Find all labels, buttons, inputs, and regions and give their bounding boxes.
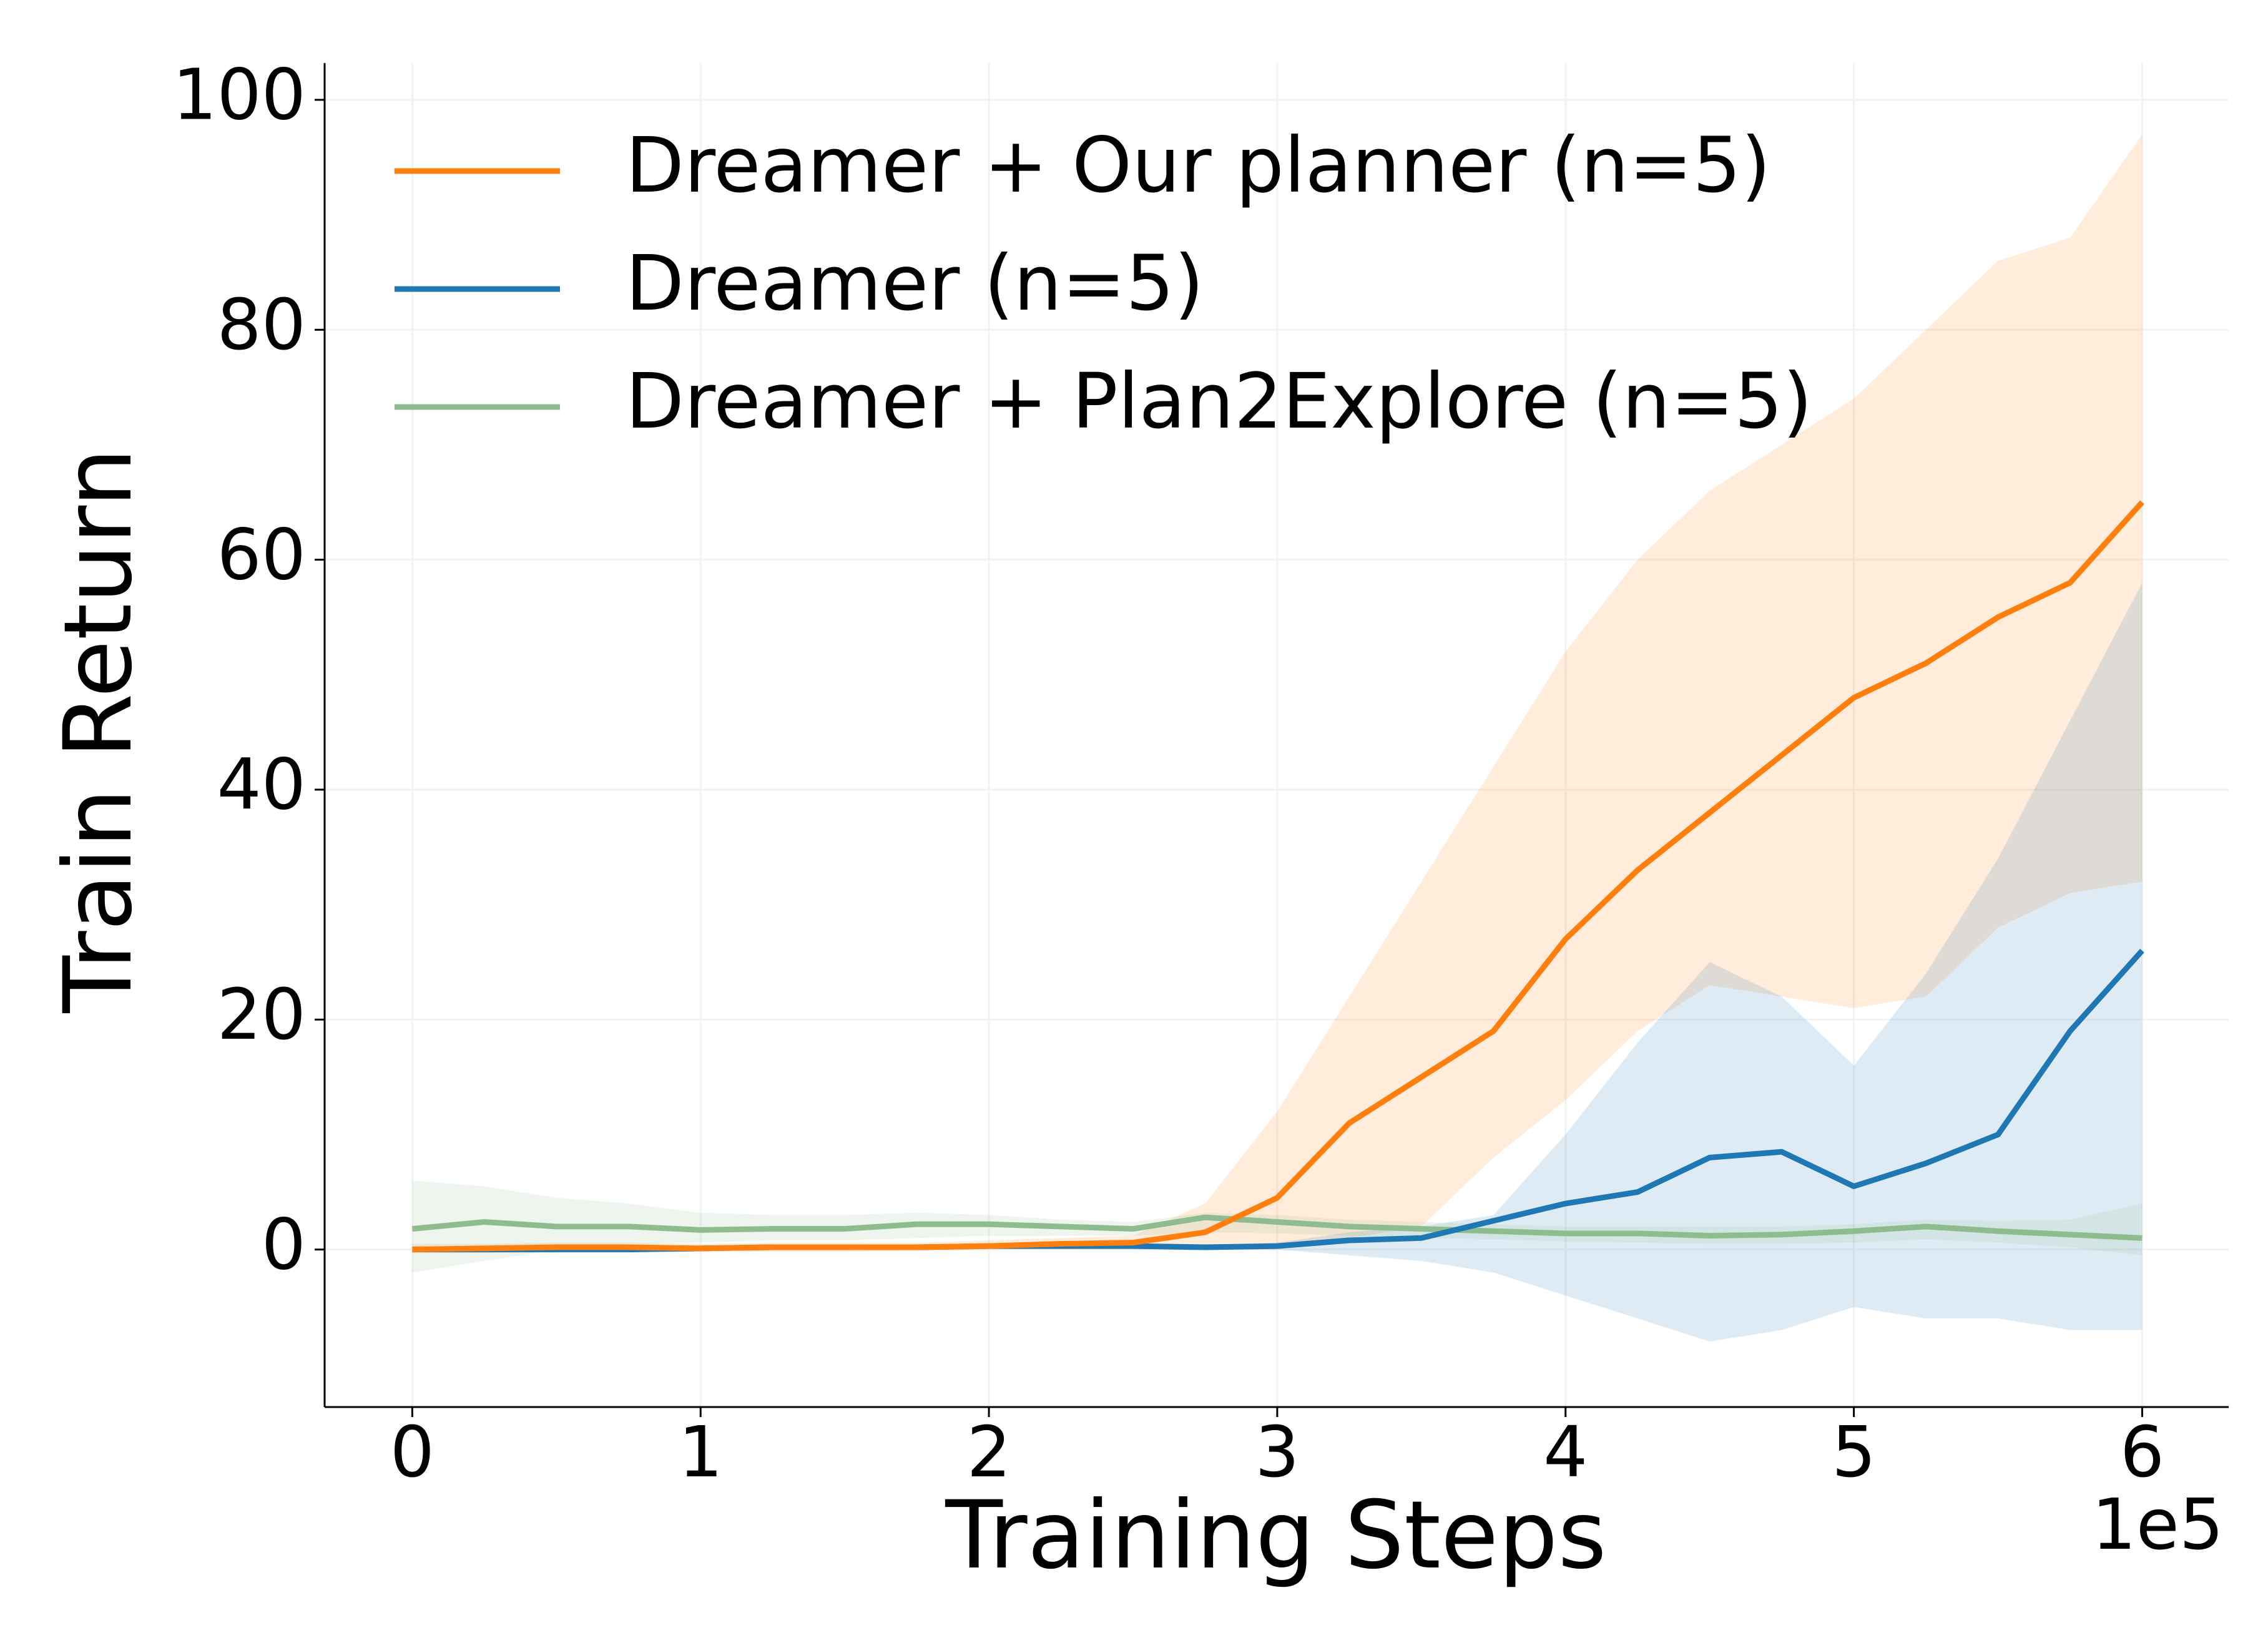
x-axis-label: Training Steps [945, 1481, 1606, 1590]
x-tick-label: 0 [390, 1412, 434, 1493]
series-line [412, 500, 2144, 1253]
x-tick-label: 4 [1543, 1412, 1588, 1493]
legend-label: Dreamer + Our planner (n=5) [626, 121, 1770, 210]
band [412, 582, 2143, 1342]
y-tick-label: 60 [217, 514, 306, 596]
y-axis-label: Train Return [44, 448, 153, 1013]
legend-label: Dreamer + Plan2Explore (n=5) [626, 357, 1812, 446]
legend-label: Dreamer (n=5) [626, 239, 1204, 328]
x-tick-label: 6 [2120, 1412, 2164, 1493]
x-tick-label: 1 [679, 1412, 723, 1493]
y-tick-label: 100 [172, 55, 306, 136]
y-tick-label: 0 [262, 1204, 306, 1285]
band [412, 134, 2143, 1253]
x-tick-label: 5 [1832, 1412, 1876, 1493]
x-tick-label: 2 [966, 1412, 1011, 1493]
band [412, 1180, 2143, 1273]
series-line [411, 1214, 2143, 1241]
y-tick-label: 20 [217, 974, 306, 1056]
y-tick-label: 40 [217, 745, 306, 826]
x-offset-label: 1e5 [2092, 1484, 2224, 1566]
x-tick-label: 3 [1255, 1412, 1299, 1493]
y-tick-label: 80 [217, 285, 306, 366]
